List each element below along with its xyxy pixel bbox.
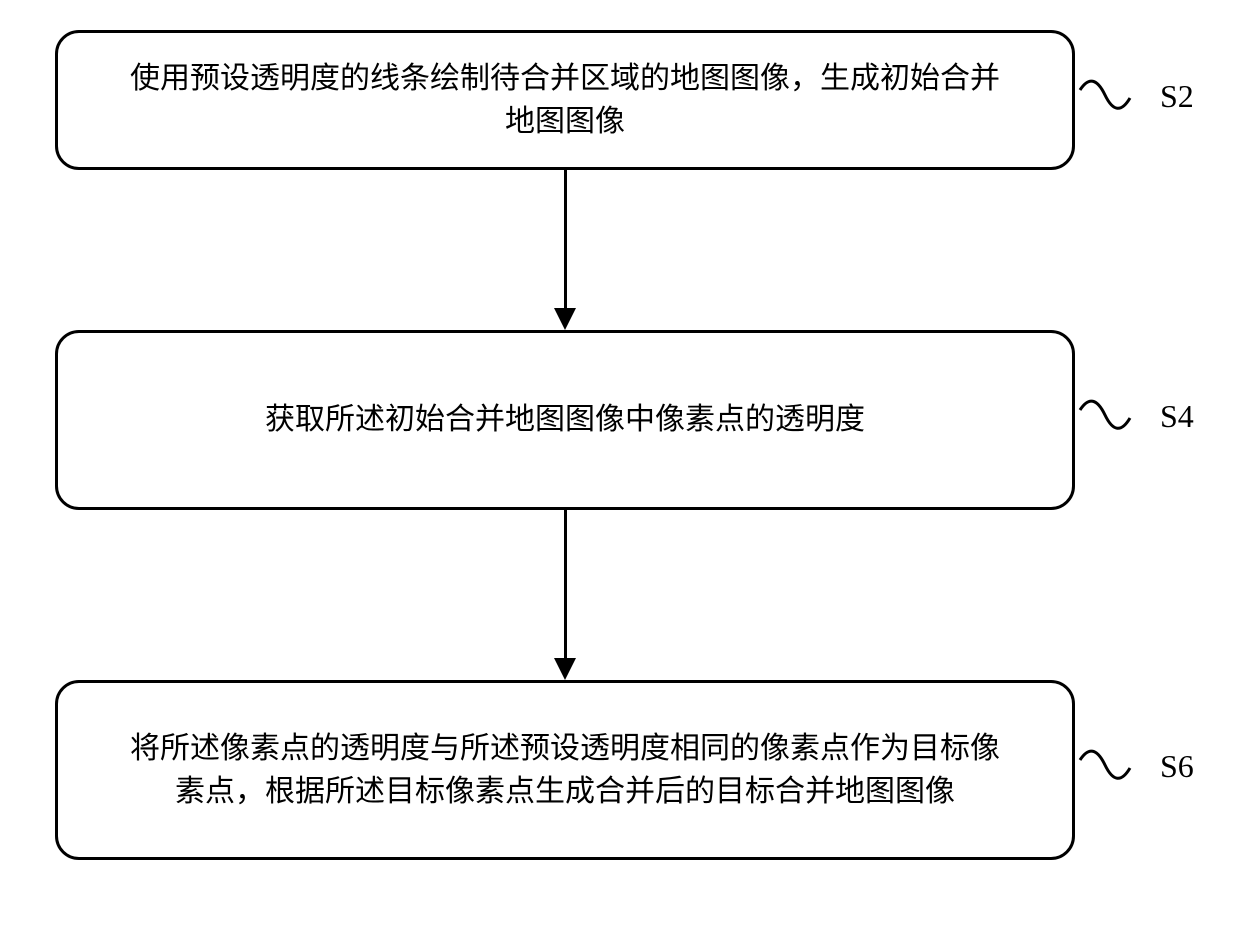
squiggle-icon xyxy=(1075,70,1135,130)
node-s2-text: 使用预设透明度的线条绘制待合并区域的地图图像，生成初始合并 地图图像 xyxy=(130,57,1000,144)
node-s6-text: 将所述像素点的透明度与所述预设透明度相同的像素点作为目标像 素点，根据所述目标像… xyxy=(130,727,1000,814)
squiggle-icon xyxy=(1075,740,1135,800)
arrow-head-icon xyxy=(554,658,576,680)
flowchart-canvas: 使用预设透明度的线条绘制待合并区域的地图图像，生成初始合并 地图图像 S2 获取… xyxy=(0,0,1240,941)
arrow-s4-s6 xyxy=(564,510,567,658)
step-label-s6: S6 xyxy=(1160,748,1194,785)
step-label-s2: S2 xyxy=(1160,78,1194,115)
flowchart-node-s4: 获取所述初始合并地图图像中像素点的透明度 xyxy=(55,330,1075,510)
squiggle-icon xyxy=(1075,390,1135,450)
flowchart-node-s2: 使用预设透明度的线条绘制待合并区域的地图图像，生成初始合并 地图图像 xyxy=(55,30,1075,170)
arrow-head-icon xyxy=(554,308,576,330)
node-s4-text: 获取所述初始合并地图图像中像素点的透明度 xyxy=(265,398,865,442)
flowchart-node-s6: 将所述像素点的透明度与所述预设透明度相同的像素点作为目标像 素点，根据所述目标像… xyxy=(55,680,1075,860)
step-label-s4: S4 xyxy=(1160,398,1194,435)
arrow-s2-s4 xyxy=(564,170,567,308)
